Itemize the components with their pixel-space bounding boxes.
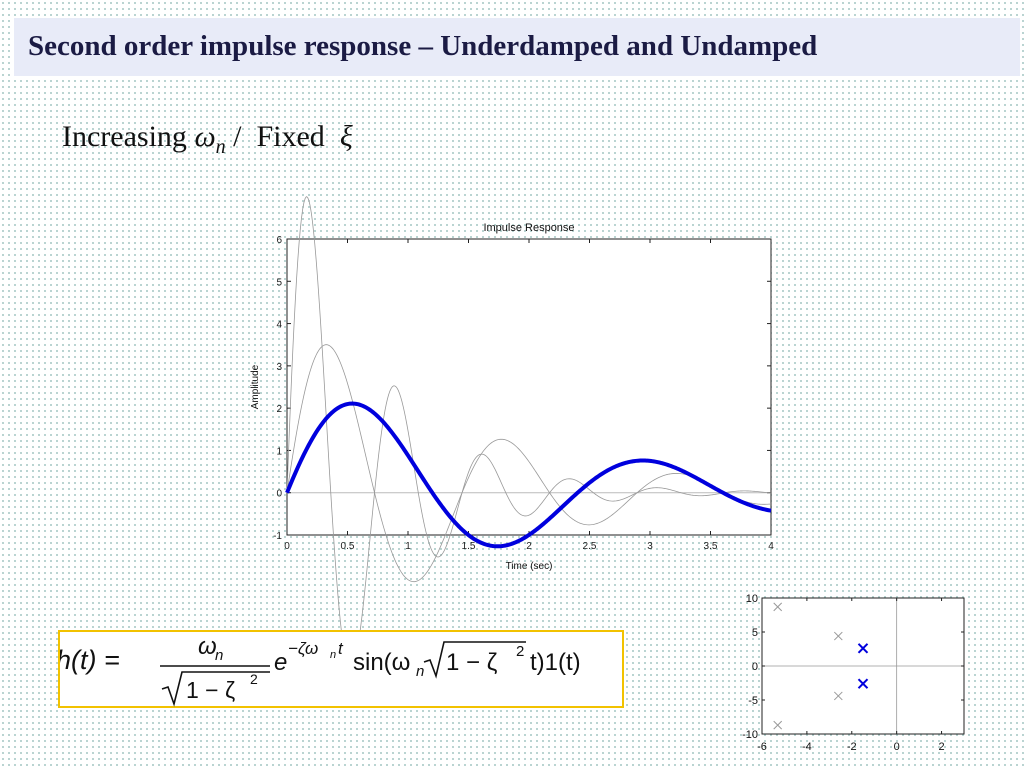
- slide-title: Second order impulse response – Underdam…: [28, 30, 818, 62]
- pz-y-tick-label: 0: [752, 661, 758, 673]
- x-tick-label: 2: [526, 541, 532, 552]
- formula-lhs: h(t) =: [60, 645, 120, 675]
- formula-exp-base: e: [274, 649, 287, 676]
- pole-stroke: [857, 678, 869, 689]
- xi-symbol: ξ: [339, 120, 353, 153]
- pole-marker-highlight: [857, 678, 869, 689]
- pz-y-tick-label: -5: [748, 695, 758, 707]
- pz-x-tick-label: -4: [802, 741, 812, 753]
- subtitle-separator: /: [233, 120, 242, 153]
- formula-numerator-sub: n: [215, 647, 223, 664]
- y-tick-label: 2: [276, 404, 282, 415]
- formula-box: h(t) = ω n 1 − ζ 2 e −ζω n t sin(ω n 1 −…: [58, 630, 624, 708]
- pole-marker: [833, 631, 843, 641]
- x-tick-label: 0: [284, 541, 290, 552]
- formula-exponent-sub: n: [330, 649, 336, 661]
- subtitle-fixed: Fixed: [256, 120, 325, 153]
- impulse-formula: h(t) = ω n 1 − ζ 2 e −ζω n t sin(ω n 1 −…: [60, 633, 581, 707]
- formula-denominator: 1 − ζ: [186, 677, 235, 703]
- formula-denominator-sup: 2: [250, 671, 258, 687]
- y-tick-label: 5: [276, 277, 282, 288]
- pz-y-tick-label: 10: [746, 593, 758, 605]
- omega-subscript: n: [215, 136, 226, 158]
- pole-stroke: [833, 691, 843, 701]
- pz-x-tick-label: -2: [847, 741, 857, 753]
- formula-exponent: −ζω: [288, 639, 318, 658]
- y-tick-label: 6: [276, 235, 282, 246]
- pole-marker: [773, 720, 783, 730]
- title-bar: Second order impulse response – Underdam…: [14, 18, 1020, 76]
- y-tick-label: 1: [276, 446, 282, 457]
- y-tick-label: 3: [276, 362, 282, 373]
- x-tick-label: 1: [405, 541, 411, 552]
- formula-sin: sin(ω: [353, 649, 410, 676]
- x-tick-label: 3.5: [704, 541, 718, 552]
- x-tick-label: 4: [768, 541, 774, 552]
- pz-x-tick-label: 0: [894, 741, 900, 753]
- omega-symbol: ω: [194, 120, 216, 153]
- pz-x-tick-label: 2: [938, 741, 944, 753]
- pole-marker: [773, 602, 783, 612]
- sqrt-sign-denominator: [161, 671, 270, 707]
- y-tick-label: -1: [273, 531, 282, 542]
- formula-exponent-t: t: [338, 639, 344, 658]
- subtitle-prefix: Increasing: [62, 120, 187, 153]
- pole-stroke: [857, 643, 869, 654]
- formula-tail: t)1(t): [530, 649, 581, 676]
- x-tick-label: 2.5: [583, 541, 597, 552]
- formula-sin-sub: n: [416, 663, 424, 680]
- y-tick-label: 4: [276, 320, 282, 331]
- pole-marker: [833, 691, 843, 701]
- slide-subtitle: Increasing ωn / Fixed ξ: [62, 120, 353, 159]
- pole-marker-highlight: [857, 643, 869, 654]
- x-tick-label: 1.5: [462, 541, 476, 552]
- chart-title: Impulse Response: [483, 222, 574, 234]
- pole-stroke: [833, 631, 843, 641]
- x-tick-label: 0.5: [341, 541, 355, 552]
- sqrt-sign-sin: [423, 641, 526, 679]
- pz-y-tick-label: 5: [752, 627, 758, 639]
- pz-x-tick-label: -6: [757, 741, 767, 753]
- pole-stroke: [773, 602, 783, 612]
- pz-y-tick-label: -10: [742, 729, 758, 741]
- pole-stroke: [773, 720, 783, 730]
- y-axis-label: Amplitude: [250, 364, 261, 409]
- response-curve: [286, 196, 772, 671]
- x-tick-label: 3: [647, 541, 653, 552]
- formula-numerator: ω: [198, 633, 217, 660]
- x-axis-label: Time (sec): [506, 561, 553, 572]
- formula-sqrt-sup: 2: [516, 643, 524, 660]
- y-tick-label: 0: [276, 489, 282, 500]
- formula-sqrt-inner: 1 − ζ: [446, 649, 498, 676]
- plot-area: [286, 238, 772, 536]
- response-curve-highlight: [285, 401, 772, 549]
